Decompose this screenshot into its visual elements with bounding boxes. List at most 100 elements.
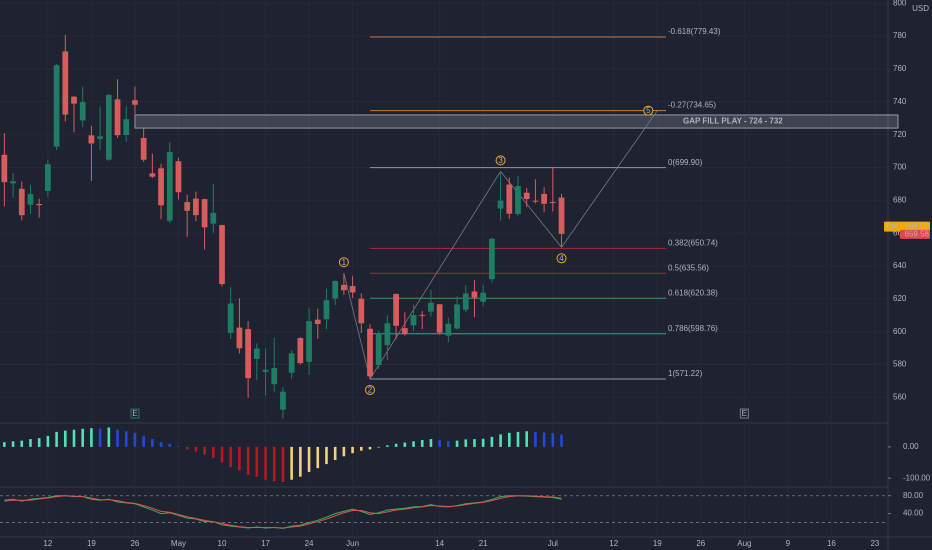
candle-body bbox=[71, 96, 77, 104]
currency: USD bbox=[912, 4, 929, 13]
histogram-bar bbox=[107, 427, 111, 447]
histogram-bar bbox=[133, 432, 137, 447]
candle-body bbox=[219, 225, 225, 285]
candle-body bbox=[506, 184, 513, 214]
y-tick-label: 560 bbox=[893, 392, 907, 401]
histogram-bar bbox=[37, 438, 41, 447]
histogram-bar bbox=[63, 430, 67, 447]
x-tick-label: 12 bbox=[43, 539, 52, 548]
candle-body bbox=[253, 348, 260, 359]
candle-body bbox=[341, 284, 347, 291]
y-tick-label: 80.00 bbox=[903, 491, 924, 500]
event-marker bbox=[130, 408, 140, 419]
x-tick-label: 26 bbox=[696, 539, 705, 548]
x-tick-label: Aug bbox=[737, 539, 751, 548]
candle-body bbox=[454, 304, 460, 329]
histogram-bar bbox=[316, 446, 320, 469]
candle-body bbox=[262, 369, 269, 372]
candle-body bbox=[175, 161, 182, 193]
x-tick-label: 24 bbox=[305, 539, 314, 548]
candle-body bbox=[306, 321, 312, 362]
candle-body bbox=[271, 368, 278, 385]
candle-body bbox=[1, 154, 8, 183]
candle-body bbox=[184, 202, 191, 211]
candle-body bbox=[18, 188, 25, 216]
candle-body bbox=[323, 300, 330, 320]
pre-price: 664.00 bbox=[905, 222, 930, 231]
histogram-bar bbox=[98, 428, 102, 447]
histogram-bar bbox=[55, 431, 58, 447]
y-tick-label: 800 bbox=[893, 0, 907, 7]
candle-body bbox=[410, 315, 417, 326]
x-tick-label: Jul bbox=[548, 539, 558, 548]
candle-body bbox=[384, 323, 391, 346]
candle-body bbox=[436, 304, 443, 333]
x-tick-label: 21 bbox=[479, 539, 488, 548]
histogram-bar bbox=[351, 446, 354, 454]
y-tick-label: 720 bbox=[893, 130, 907, 139]
y-tick-label: 600 bbox=[893, 327, 907, 336]
candle-body bbox=[227, 303, 234, 333]
histogram-bar bbox=[420, 440, 424, 447]
histogram-bar bbox=[542, 432, 546, 447]
y-tick-label: 740 bbox=[893, 97, 907, 106]
histogram-bar bbox=[20, 440, 24, 447]
histogram-bar bbox=[359, 446, 363, 451]
histogram-bar bbox=[368, 446, 372, 450]
histogram-bar bbox=[438, 440, 441, 447]
wave-label: 3 bbox=[498, 156, 503, 165]
candle-body bbox=[166, 151, 173, 221]
x-tick-label: 19 bbox=[87, 539, 96, 548]
candle-body bbox=[515, 186, 521, 215]
candle-body bbox=[541, 193, 547, 204]
histogram-bar bbox=[299, 446, 302, 477]
histogram-bar bbox=[255, 446, 259, 477]
y-tick-label: -100.00 bbox=[903, 473, 931, 482]
candle-body bbox=[288, 353, 295, 373]
candle-body bbox=[88, 135, 95, 144]
candle-body bbox=[210, 212, 217, 224]
candle-body bbox=[105, 95, 112, 160]
histogram-bar bbox=[151, 439, 154, 447]
wave-marker bbox=[643, 105, 654, 116]
candle-body bbox=[36, 203, 43, 206]
histogram-bar bbox=[46, 435, 50, 447]
wave-line bbox=[561, 110, 658, 248]
candle-body bbox=[10, 181, 16, 184]
histogram-bar bbox=[534, 431, 537, 447]
histogram-bar bbox=[333, 446, 337, 461]
candle-body bbox=[53, 65, 60, 147]
candle-body bbox=[375, 333, 382, 366]
event-label: E bbox=[742, 409, 747, 418]
pre-tag: Pre bbox=[886, 222, 899, 231]
histogram-bar bbox=[194, 446, 198, 452]
histogram-bar bbox=[281, 446, 285, 482]
x-tick-label: May bbox=[171, 539, 186, 548]
candle-body bbox=[245, 329, 251, 379]
histogram-bar bbox=[551, 433, 555, 447]
last-price-bg bbox=[900, 229, 930, 239]
histogram-bar bbox=[90, 428, 93, 447]
histogram-bar bbox=[220, 446, 224, 463]
y-tick-label: 780 bbox=[893, 31, 907, 40]
histogram-bar bbox=[185, 446, 189, 450]
histogram-bar bbox=[447, 441, 450, 447]
histogram-bar bbox=[307, 446, 311, 472]
candle-body bbox=[549, 202, 556, 204]
event-marker bbox=[739, 408, 749, 419]
candle-body bbox=[114, 99, 121, 136]
wave-marker bbox=[338, 257, 349, 268]
fib-label: 0.5(635.56) bbox=[668, 263, 709, 272]
x-tick-label: 17 bbox=[261, 539, 270, 548]
fib-label: 0.786(598.76) bbox=[668, 324, 718, 333]
candle-body bbox=[62, 51, 69, 115]
x-tick-label: 16 bbox=[827, 539, 836, 548]
fib-label: -0.618(779.43) bbox=[668, 27, 721, 36]
histogram-bar bbox=[516, 431, 520, 447]
pre-tag-bg bbox=[884, 221, 930, 232]
wave-label: 5 bbox=[646, 106, 651, 115]
histogram-bar bbox=[342, 446, 346, 457]
